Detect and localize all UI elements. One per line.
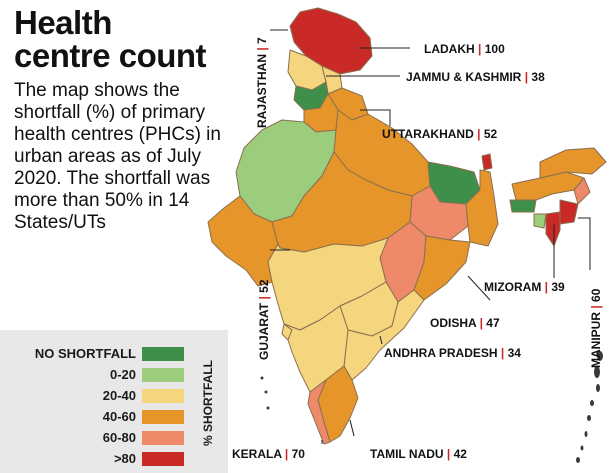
region-meghalaya	[509, 199, 537, 213]
legend-label: NO SHORTFALL	[34, 346, 136, 361]
title-line-1: Health	[14, 4, 112, 41]
region-mizoram	[545, 211, 561, 247]
legend-label: 60-80	[102, 430, 136, 445]
label-gujarat: GUJARAT | 52	[257, 279, 271, 360]
region-sikkim	[481, 153, 493, 171]
legend-label: 0-20	[109, 367, 136, 382]
label-andhra-pradesh: ANDHRA PRADESH | 34	[384, 346, 521, 360]
map-title: Health centre count	[14, 4, 207, 74]
legend-item-40-60: 40-60	[103, 409, 184, 424]
legend-label: >80	[113, 451, 136, 466]
legend-swatch	[142, 409, 184, 424]
label-tamil-nadu: TAMIL NADU | 42	[370, 447, 467, 461]
legend-swatch	[142, 451, 184, 466]
legend-item-over-80: >80	[114, 451, 184, 466]
legend: NO SHORTFALL 0-20 20-40 40-60 60-80 >80 …	[0, 330, 228, 473]
region-ladakh	[289, 7, 373, 75]
legend-swatch	[142, 346, 184, 361]
legend-swatch	[142, 388, 184, 403]
label-jammu-kashmir: JAMMU & KASHMIR | 38	[406, 70, 545, 84]
andaman-nicobar-islands	[576, 351, 603, 463]
region-odisha	[413, 235, 471, 301]
legend-item-60-80: 60-80	[103, 430, 184, 445]
label-kerala: KERALA | 70	[232, 447, 305, 461]
legend-swatch	[142, 430, 184, 445]
title-line-2: centre count	[14, 37, 207, 74]
region-west-bengal	[465, 169, 499, 247]
label-ladakh: LADAKH | 100	[424, 42, 505, 56]
region-arunachal	[539, 147, 607, 179]
label-odisha: ODISHA | 47	[430, 316, 500, 330]
lakshadweep-islands	[260, 376, 270, 410]
label-manipur: MANIPUR | 60	[589, 288, 603, 368]
label-mizoram: MIZORAM | 39	[484, 280, 565, 294]
region-manipur	[559, 199, 579, 225]
legend-label: 40-60	[102, 409, 136, 424]
region-tripura	[533, 213, 547, 229]
legend-swatch	[142, 367, 184, 382]
label-rajasthan: RAJASTHAN | 7	[255, 37, 269, 128]
legend-label: 20-40	[102, 388, 136, 403]
map-description: The map shows the shortfall (%) of prima…	[14, 80, 221, 233]
region-kerala	[307, 379, 331, 445]
legend-item-0-20: 0-20	[110, 367, 184, 382]
legend-item-20-40: 20-40	[103, 388, 184, 403]
legend-item-no-shortfall: NO SHORTFALL	[35, 346, 184, 361]
label-uttarakhand: UTTARAKHAND | 52	[382, 127, 497, 141]
label-pointer-lines	[270, 29, 591, 444]
region-nagaland	[573, 177, 591, 205]
